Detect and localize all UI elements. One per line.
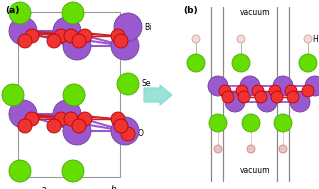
Text: (a): (a) xyxy=(5,6,19,15)
Circle shape xyxy=(238,91,250,103)
Circle shape xyxy=(242,114,260,132)
Circle shape xyxy=(214,145,222,153)
Text: Se: Se xyxy=(142,80,152,88)
Circle shape xyxy=(209,114,227,132)
Circle shape xyxy=(9,17,37,45)
Circle shape xyxy=(225,92,245,112)
Circle shape xyxy=(25,29,39,43)
Circle shape xyxy=(78,29,92,43)
Circle shape xyxy=(222,91,234,103)
Circle shape xyxy=(208,76,228,96)
Circle shape xyxy=(187,54,205,72)
Circle shape xyxy=(63,84,85,106)
Circle shape xyxy=(273,76,293,96)
Circle shape xyxy=(237,35,245,43)
Circle shape xyxy=(18,34,32,48)
Circle shape xyxy=(63,32,91,60)
Circle shape xyxy=(18,119,32,133)
Text: Bi: Bi xyxy=(144,22,152,32)
Circle shape xyxy=(114,34,128,48)
Circle shape xyxy=(53,17,81,45)
Circle shape xyxy=(247,145,255,153)
Circle shape xyxy=(78,112,92,126)
Circle shape xyxy=(302,85,314,97)
Circle shape xyxy=(285,85,297,97)
Circle shape xyxy=(47,119,61,133)
Circle shape xyxy=(219,85,231,97)
Circle shape xyxy=(252,85,264,97)
Circle shape xyxy=(274,114,292,132)
Circle shape xyxy=(236,85,248,97)
Circle shape xyxy=(63,117,91,145)
Circle shape xyxy=(54,29,68,43)
Text: vacuum: vacuum xyxy=(240,166,270,175)
Circle shape xyxy=(257,92,277,112)
Circle shape xyxy=(255,91,267,103)
Text: c: c xyxy=(4,90,9,99)
Circle shape xyxy=(121,127,135,141)
FancyArrow shape xyxy=(144,85,172,105)
Circle shape xyxy=(287,91,299,103)
Circle shape xyxy=(114,13,142,41)
Text: a: a xyxy=(41,185,46,189)
Circle shape xyxy=(47,34,61,48)
Circle shape xyxy=(111,32,139,60)
Circle shape xyxy=(269,85,281,97)
Circle shape xyxy=(9,2,31,24)
Circle shape xyxy=(271,91,283,103)
Circle shape xyxy=(117,73,139,95)
Text: vacuum: vacuum xyxy=(240,8,270,17)
Text: (b): (b) xyxy=(183,6,198,15)
Circle shape xyxy=(62,160,84,182)
Circle shape xyxy=(9,100,37,128)
Circle shape xyxy=(54,112,68,126)
Circle shape xyxy=(290,92,310,112)
Circle shape xyxy=(111,29,125,43)
Circle shape xyxy=(72,34,86,48)
Circle shape xyxy=(72,119,86,133)
Circle shape xyxy=(114,119,128,133)
Circle shape xyxy=(305,76,319,96)
Circle shape xyxy=(192,35,200,43)
Text: O: O xyxy=(138,129,144,139)
Text: b: b xyxy=(111,185,117,189)
Circle shape xyxy=(64,29,78,43)
Circle shape xyxy=(9,160,31,182)
Circle shape xyxy=(53,100,81,128)
Circle shape xyxy=(304,35,312,43)
Circle shape xyxy=(232,54,250,72)
Circle shape xyxy=(62,2,84,24)
Text: H: H xyxy=(312,35,318,43)
Circle shape xyxy=(111,117,139,145)
Circle shape xyxy=(299,54,317,72)
Circle shape xyxy=(240,76,260,96)
Circle shape xyxy=(111,112,125,126)
Circle shape xyxy=(25,112,39,126)
Circle shape xyxy=(2,84,24,106)
Circle shape xyxy=(279,145,287,153)
Circle shape xyxy=(64,112,78,126)
